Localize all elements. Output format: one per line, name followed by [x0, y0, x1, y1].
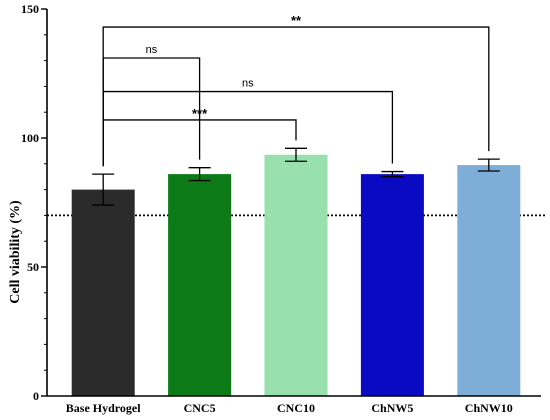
bar [71, 189, 135, 396]
significance-label: ** [291, 13, 302, 28]
bar [360, 174, 424, 396]
y-axis-label: Cell viability (%) [8, 200, 23, 304]
bar [168, 174, 232, 396]
x-tick-label: CNC5 [184, 401, 216, 415]
bars [71, 154, 521, 396]
bar [264, 154, 328, 396]
x-tick-label: Base Hydrogel [66, 401, 141, 415]
x-tick-label: CNC10 [277, 401, 315, 415]
y-axis: 0 50 100 150 [21, 2, 48, 403]
error-bars [92, 147, 500, 206]
significance-label: ns [242, 78, 254, 90]
significance-label: ns [146, 44, 158, 56]
significance-bracket [102, 26, 490, 167]
y-tick-label: 0 [33, 389, 39, 403]
x-axis-labels: Base Hydrogel CNC5 CNC10 ChNW5 ChNW10 [47, 395, 541, 415]
significance-label: *** [192, 106, 208, 121]
y-tick-label: 150 [21, 2, 39, 16]
significance-brackets: ns *** ns ** [102, 13, 490, 167]
x-tick-label: ChNW5 [371, 401, 413, 415]
bar [457, 165, 521, 396]
x-tick-label: ChNW10 [465, 401, 513, 415]
y-tick-label: 50 [27, 260, 39, 274]
y-tick-label: 100 [21, 131, 39, 145]
significance-bracket [102, 90, 394, 167]
significance-bracket [102, 57, 201, 167]
